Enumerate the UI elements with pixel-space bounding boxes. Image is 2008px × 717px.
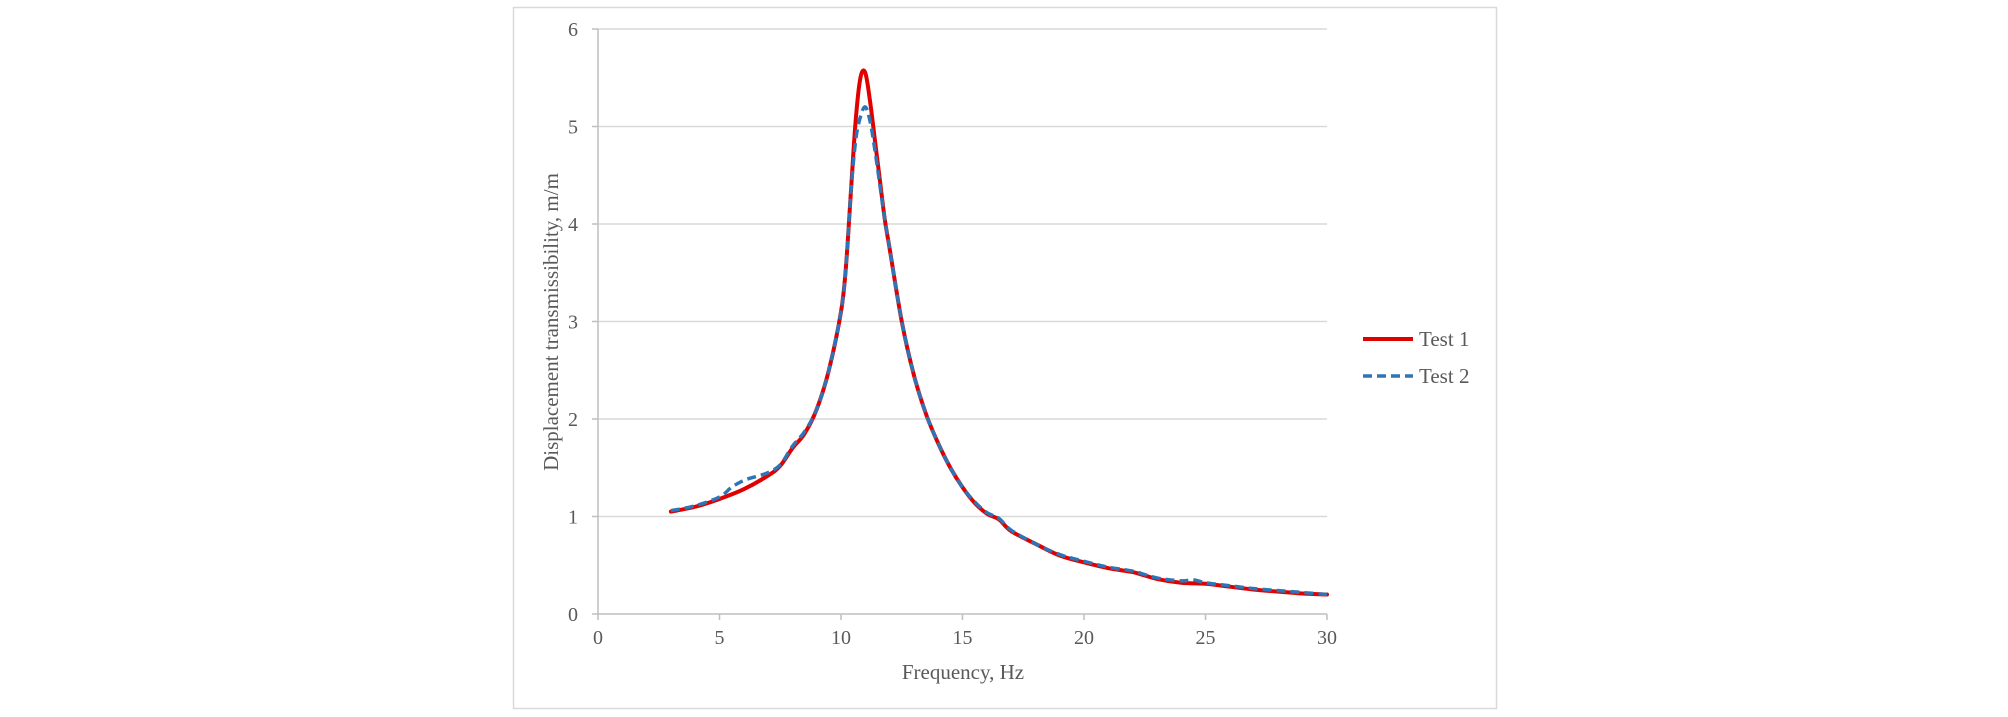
legend-label-test-2: Test 2 xyxy=(1419,364,1469,388)
gridlines xyxy=(598,28,1327,518)
x-tick-label-3: 15 xyxy=(953,627,973,649)
y-tick-label-1: 1 xyxy=(568,507,578,529)
x-tick-label-2: 10 xyxy=(831,627,851,649)
y-tick-label-4: 4 xyxy=(568,214,578,236)
y-tick-label-3: 3 xyxy=(568,312,578,334)
chart-border xyxy=(512,6,1498,710)
x-tick-label-4: 20 xyxy=(1074,627,1094,649)
y-tick-label-6: 6 xyxy=(568,19,578,41)
y-tick-label-2: 2 xyxy=(568,409,578,431)
y-tick-label-5: 5 xyxy=(568,117,578,139)
x-axis-title: Frequency, Hz xyxy=(902,660,1024,684)
x-tick-label-5: 25 xyxy=(1196,627,1216,649)
y-tick-label-0: 0 xyxy=(568,604,578,626)
axes xyxy=(592,28,1328,620)
x-tick-label-1: 5 xyxy=(715,627,725,649)
y-axis-title: Displacement transmissibility, m/m xyxy=(539,173,563,471)
x-tick-label-0: 0 xyxy=(593,627,603,649)
tick-labels: 0 5 10 15 20 25 30 0 1 2 3 4 5 6 xyxy=(568,19,1337,649)
legend-label-test-1: Test 1 xyxy=(1419,327,1469,351)
x-tick-label-6: 30 xyxy=(1317,627,1337,649)
legend: Test 1 Test 2 xyxy=(1363,327,1469,388)
plot-area xyxy=(668,68,1329,597)
